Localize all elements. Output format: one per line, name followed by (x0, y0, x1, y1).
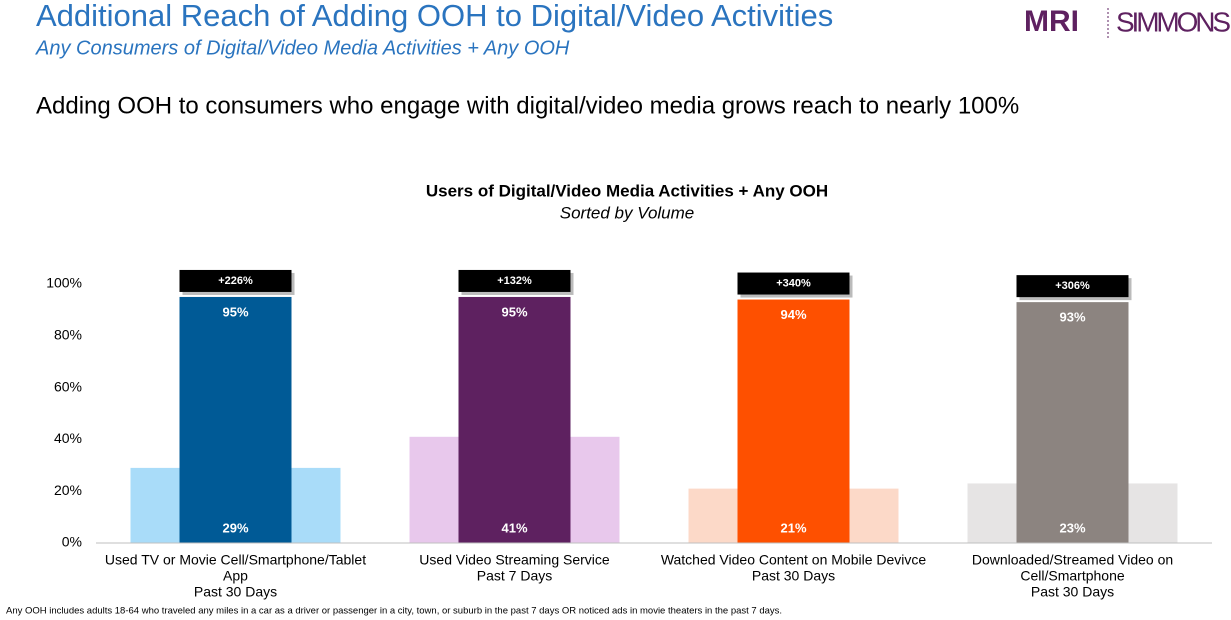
y-tick-label: 80% (54, 327, 82, 343)
page-subtitle: Any Consumers of Digital/Video Media Act… (35, 37, 570, 59)
logo-simmons: SIMMONS (1116, 6, 1231, 37)
value-label: 41% (501, 520, 527, 535)
ooh-bar (179, 296, 292, 543)
x-tick-label: Used TV or Movie Cell/Smartphone/Tablet (105, 552, 366, 568)
y-tick-label: 100% (46, 275, 82, 291)
annotation-box (179, 269, 292, 292)
ooh-bar (458, 296, 571, 543)
value-label: 93% (1059, 310, 1085, 325)
x-tick-label: Watched Video Content on Mobile Devivce (661, 552, 927, 568)
x-tick-label: Cell/Smartphone (1020, 568, 1124, 584)
value-label: 95% (501, 304, 527, 319)
y-tick-label: 60% (54, 378, 82, 394)
logo-mri: MRI (1024, 5, 1079, 38)
page-title: Additional Reach of Adding OOH to Digita… (36, 0, 833, 33)
chart-title: Users of Digital/Video Media Activities … (426, 181, 828, 200)
chart-subtitle: Sorted by Volume (560, 203, 695, 222)
value-label: 21% (780, 520, 806, 535)
annotation: +306% (1055, 280, 1090, 292)
y-tick-label: 40% (54, 430, 82, 446)
annotation-box (1016, 275, 1129, 298)
annotation-box (458, 269, 571, 292)
x-tick-label: Past 30 Days (1031, 584, 1114, 600)
value-label: 29% (222, 520, 248, 535)
x-tick-label: App (223, 568, 248, 584)
annotation: +226% (218, 275, 253, 287)
x-tick-label: Past 30 Days (194, 584, 277, 600)
value-label: 23% (1059, 520, 1085, 535)
annotation: +132% (497, 275, 532, 287)
x-tick-label: Past 7 Days (477, 568, 552, 584)
value-label: 94% (780, 307, 806, 322)
ooh-bar (1016, 302, 1129, 543)
y-tick-label: 0% (62, 534, 82, 550)
annotation-box (737, 272, 850, 295)
headline: Adding OOH to consumers who engage with … (36, 92, 1019, 119)
y-tick-label: 20% (54, 482, 82, 498)
footnote: Any OOH includes adults 18-64 who travel… (6, 606, 782, 617)
x-tick-label: Used Video Streaming Service (419, 552, 610, 568)
x-tick-label: Downloaded/Streamed Video on (972, 552, 1173, 568)
annotation: +340% (776, 277, 811, 289)
x-tick-label: Past 30 Days (752, 568, 835, 584)
value-label: 95% (222, 304, 248, 319)
ooh-bar (737, 299, 850, 543)
